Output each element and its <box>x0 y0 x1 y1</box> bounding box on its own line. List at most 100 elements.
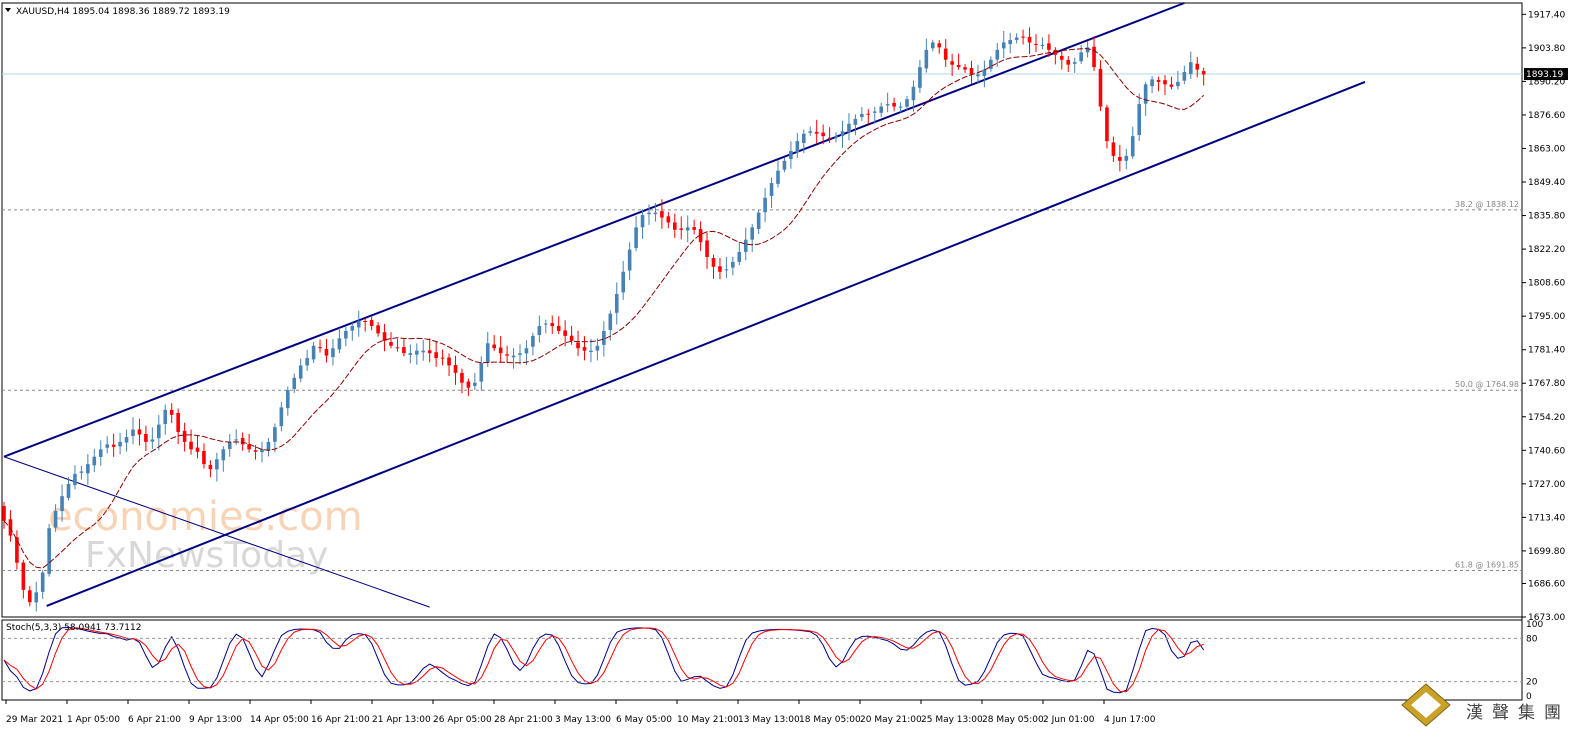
candle-body <box>1079 52 1083 62</box>
candle-body <box>621 271 625 293</box>
stoch-label: Stoch(5,3,3) 58.0941 73.7112 <box>6 623 141 633</box>
candle-body <box>505 354 509 356</box>
candle-body <box>814 131 819 134</box>
y-tick-label: 1673.00 <box>1528 613 1565 623</box>
candle-body <box>634 227 638 248</box>
y-tick-label: 1808.60 <box>1528 279 1565 289</box>
x-tick-label: 21 Apr 13:00 <box>372 715 431 725</box>
candle-body <box>292 377 297 390</box>
candle-body <box>60 496 64 512</box>
logo-character: 聲 <box>1492 703 1509 723</box>
candle-body <box>395 347 400 349</box>
x-tick-label: 18 May 05:00 <box>799 715 861 725</box>
stoch-signal-line <box>3 627 1204 693</box>
logo-character: 漢 <box>1466 703 1483 723</box>
candle-body <box>802 133 806 143</box>
candle-body <box>215 459 219 470</box>
candle-body <box>756 212 761 229</box>
candle-body <box>976 74 980 77</box>
candle-body <box>872 111 877 113</box>
candle-body <box>602 330 606 345</box>
y-tick-label: 1767.80 <box>1528 379 1565 389</box>
candle-body <box>234 439 238 441</box>
candle-body <box>763 197 767 213</box>
header-triangle-icon <box>5 8 11 12</box>
watermark-fxnewstoday: FxNewsToday <box>85 535 328 576</box>
candle-body <box>28 590 32 603</box>
candle-body <box>711 258 716 267</box>
candle-body <box>363 321 367 323</box>
x-tick-label: 26 Apr 05:00 <box>433 715 492 725</box>
candle-body <box>144 433 148 442</box>
candle-body <box>111 444 116 447</box>
candle-body <box>692 227 696 230</box>
candle-body <box>750 227 754 240</box>
candle-body <box>176 412 180 433</box>
candle-body <box>827 137 832 139</box>
candle-body <box>92 456 97 466</box>
candle-body <box>1143 84 1148 104</box>
candle-body <box>924 49 929 69</box>
y-tick-label: 1686.60 <box>1528 579 1565 589</box>
candle-body <box>782 160 787 170</box>
candle-body <box>369 320 374 327</box>
candle-body <box>1118 156 1122 161</box>
y-tick-label: 1917.40 <box>1528 10 1565 20</box>
candle-body <box>995 49 1000 60</box>
candle-body <box>1066 59 1071 65</box>
candle-body <box>1189 62 1193 74</box>
moving-average-line <box>3 48 1205 569</box>
y-tick-label: 1699.80 <box>1528 547 1565 557</box>
x-tick-label: 3 May 13:00 <box>555 715 611 725</box>
candle-body <box>157 424 161 439</box>
candle-body <box>1072 62 1077 64</box>
candle-body <box>66 483 71 498</box>
candle-body <box>563 330 567 336</box>
x-tick-label: 4 Jun 17:00 <box>1104 715 1156 725</box>
candle-body <box>1034 43 1038 45</box>
candle-body <box>544 323 548 325</box>
x-tick-label: 25 May 13:00 <box>921 715 983 725</box>
candle-body <box>1150 79 1154 87</box>
candle-body <box>1176 81 1180 87</box>
stoch-main-line <box>3 626 1205 694</box>
candle-body <box>466 381 471 388</box>
candle-body <box>937 43 942 48</box>
candle-body <box>1027 36 1032 43</box>
candle-body <box>982 69 987 77</box>
candle-body <box>1105 107 1109 142</box>
candle-body <box>492 344 496 349</box>
x-tick-label: 29 Mar 2021 <box>6 715 63 725</box>
candle-body <box>789 150 793 160</box>
candle-body <box>595 345 600 351</box>
candle-body <box>240 437 245 445</box>
candle-body <box>434 352 438 359</box>
candle-body <box>105 444 109 448</box>
y-tick-label: 1781.40 <box>1528 346 1565 356</box>
candle-body <box>202 450 206 465</box>
y-tick-label: 1713.40 <box>1528 513 1565 523</box>
candle-body <box>556 325 561 331</box>
current-price-badge-text: 1893.19 <box>1526 70 1563 80</box>
logo-character: 團 <box>1544 703 1561 723</box>
candle-body <box>421 350 426 353</box>
candle-body <box>821 132 825 137</box>
candle-body <box>1047 43 1051 50</box>
fib-level-label: 61.8 @ 1691.85 <box>1455 561 1519 570</box>
candle-body <box>1060 55 1064 60</box>
channel-upper-line <box>3 2 1185 458</box>
y-tick-label: 1822.20 <box>1528 245 1565 255</box>
candle-body <box>34 592 39 603</box>
candle-body <box>305 358 309 366</box>
y-tick-label: 1849.40 <box>1528 178 1565 188</box>
candle-body <box>189 441 193 450</box>
x-tick-label: 16 Apr 21:00 <box>311 715 370 725</box>
candle-body <box>389 342 393 346</box>
candle-body <box>860 113 864 118</box>
candle-body <box>440 357 445 359</box>
y-tick-label: 1740.60 <box>1528 446 1565 456</box>
candle-body <box>473 382 477 386</box>
candle-body <box>331 348 335 358</box>
candle-body <box>73 473 77 486</box>
